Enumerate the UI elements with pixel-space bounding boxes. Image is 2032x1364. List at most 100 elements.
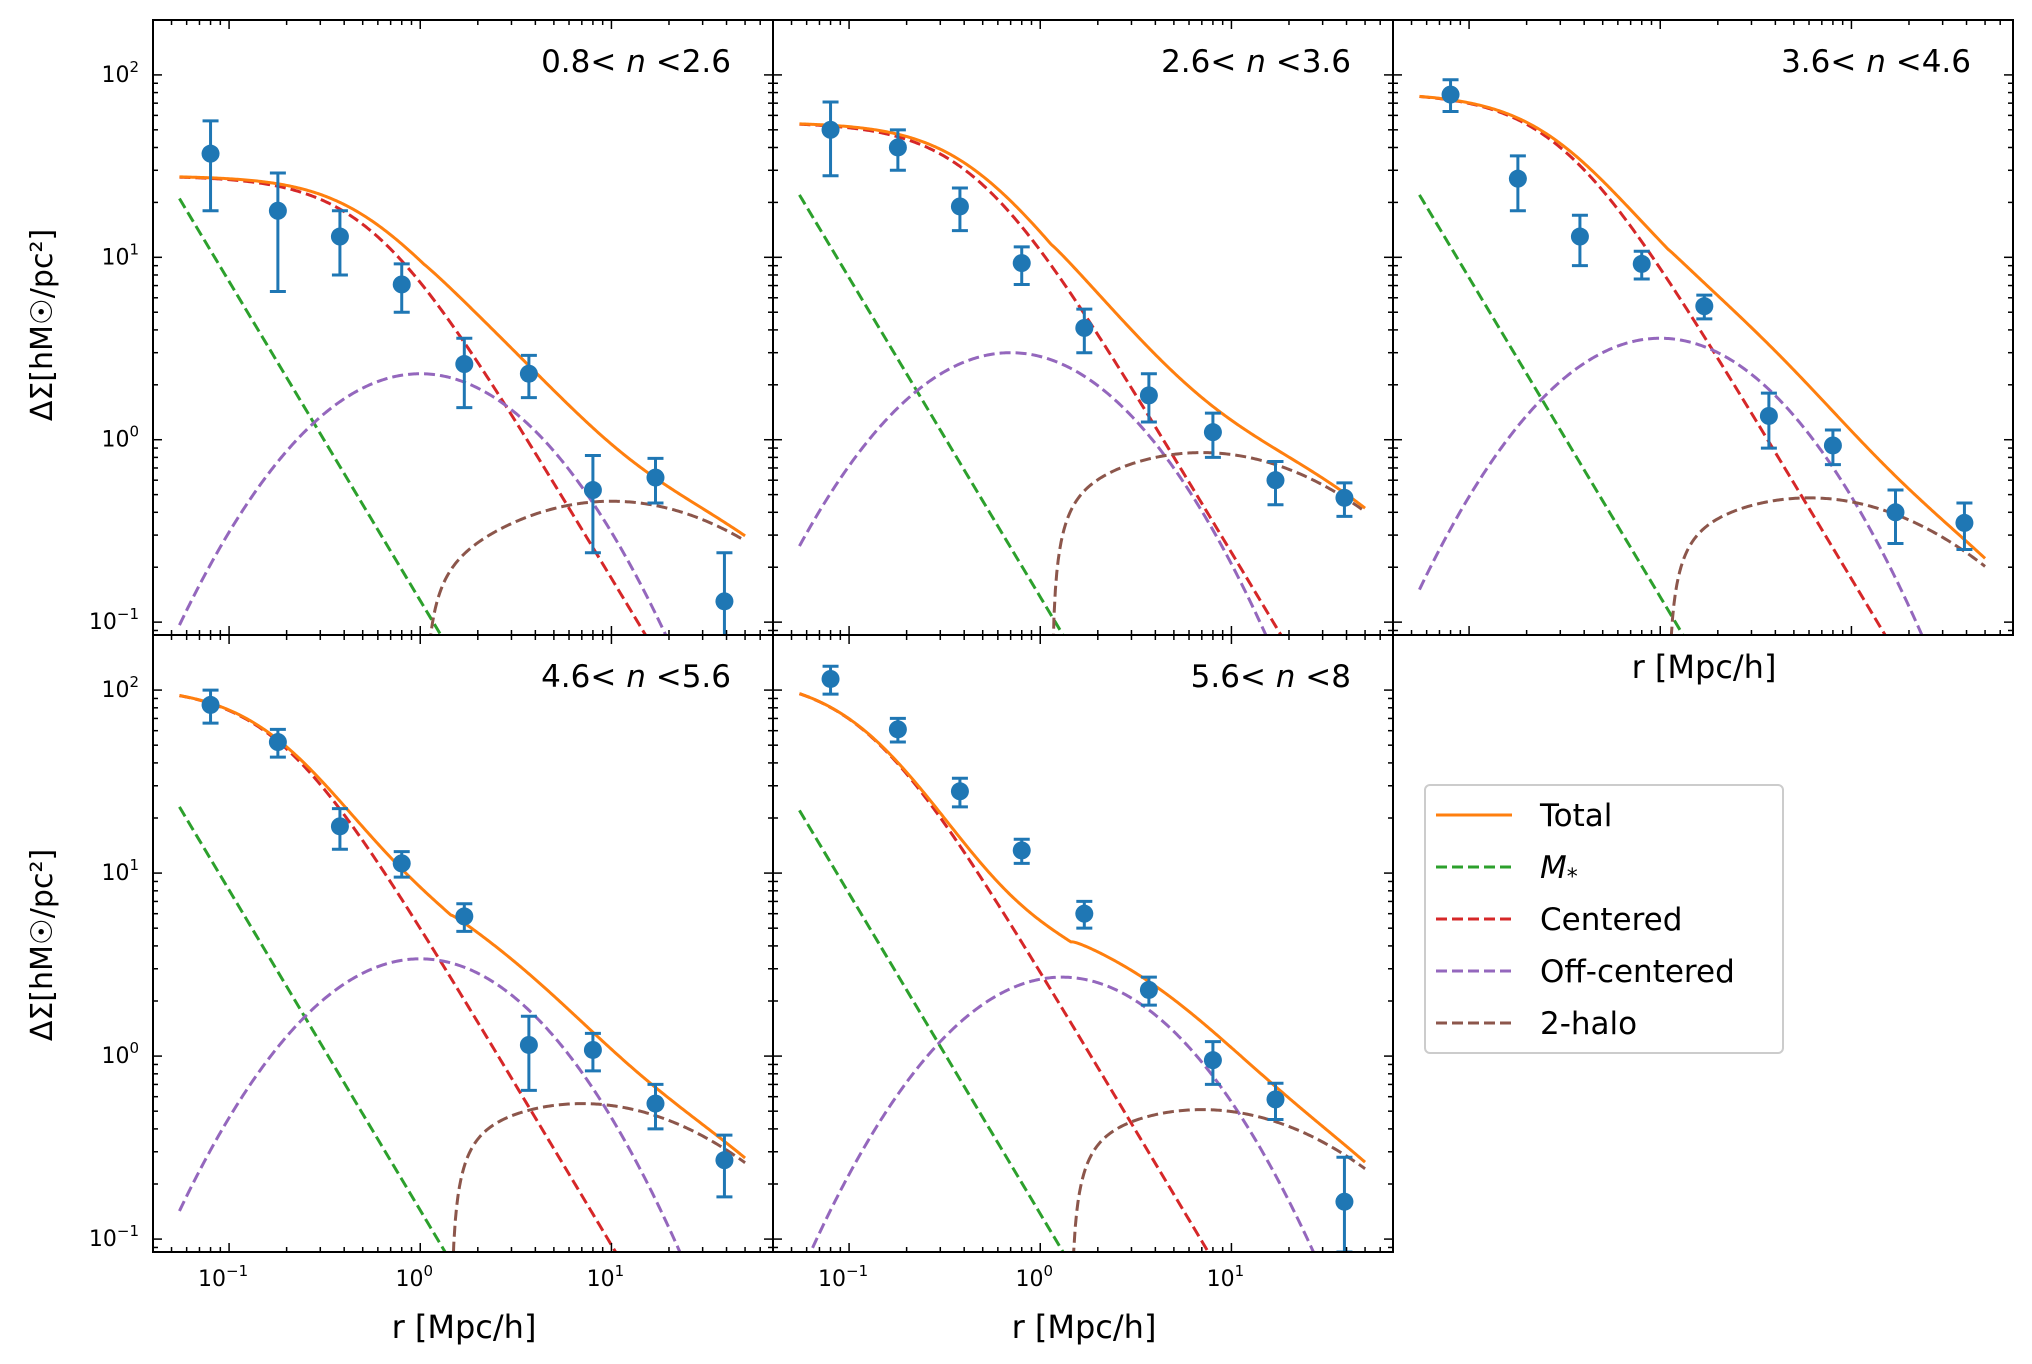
legend: Total M* Centered Off-centered 2-halo [1424, 784, 1784, 1054]
mstar-curve [178, 197, 443, 635]
data-point [950, 782, 969, 801]
y-tick-label: 10−1 [89, 1222, 139, 1252]
legend-label: 2-halo [1540, 1006, 1637, 1042]
legend-label: Centered [1540, 902, 1682, 938]
y-tick-label: 102 [101, 673, 139, 703]
total-curve [799, 122, 1366, 510]
data-point [519, 1035, 538, 1054]
panel-title: 4.6< n <5.6 [541, 659, 731, 695]
data-point [1012, 254, 1031, 273]
legend-item-m-: M* [1436, 850, 1578, 890]
data-point [1759, 406, 1778, 425]
off-centered-curve [808, 975, 1316, 1252]
data-point [583, 1040, 602, 1059]
two-halo-curve [1072, 1108, 1366, 1252]
data-point [1823, 436, 1842, 455]
data-point [1203, 423, 1222, 442]
data-point [646, 1094, 665, 1113]
panel-frame [1392, 19, 2014, 636]
data-point [201, 695, 220, 714]
data-point [1955, 513, 1974, 532]
y-axis-label-bottom: ΔΣ[hM☉/pc²] [25, 849, 60, 1041]
data-point [268, 733, 287, 752]
data-points [821, 664, 1354, 1252]
x-axis-label-panel-5: r [Mpc/h] [1012, 1308, 1157, 1346]
data-point [646, 468, 665, 487]
legend-item-off-centered: Off-centered [1436, 954, 1735, 990]
legend-item-centered: Centered [1436, 902, 1682, 938]
data-point [392, 275, 411, 294]
plot-area [153, 635, 773, 1252]
panel-1: 10−1 100 101 102 0.8< n <2.6 [89, 19, 774, 636]
data-point [583, 481, 602, 500]
x-tick-label: 10−1 [198, 1262, 248, 1292]
data-point [1508, 169, 1527, 188]
x-tick-label: 101 [1207, 1262, 1245, 1292]
data-point [519, 364, 538, 383]
x-tick-label: 101 [587, 1262, 625, 1292]
data-point [1695, 297, 1714, 316]
data-point [1441, 85, 1460, 104]
data-point [268, 201, 287, 220]
panel-5: 10−1 100 101 5.6< n <8 [772, 634, 1394, 1292]
plot-area [153, 20, 773, 635]
mstar-curve [798, 194, 1065, 635]
data-point [888, 720, 907, 739]
data-point [888, 138, 907, 157]
off-centered-curve [1418, 336, 1924, 635]
panel-title: 5.6< n <8 [1191, 659, 1351, 695]
data-point [1266, 471, 1285, 490]
data-point [330, 227, 349, 246]
y-tick-label: 101 [101, 240, 139, 270]
data-point [1335, 1192, 1354, 1211]
y-tick-label: 10−1 [89, 605, 139, 635]
model-curves [798, 122, 1366, 635]
x-tick-label: 10−1 [818, 1262, 868, 1292]
data-point [1139, 386, 1158, 405]
y-axis-label-top: ΔΣ[hM☉/pc²] [25, 229, 60, 421]
data-point [392, 854, 411, 873]
data-point [1266, 1090, 1285, 1109]
data-point [715, 592, 734, 611]
data-points [201, 119, 734, 635]
plot-area [1393, 20, 2013, 635]
legend-frame [1424, 784, 1784, 1054]
data-points [821, 100, 1354, 518]
x-axis-label-panel-3: r [Mpc/h] [1632, 648, 1777, 686]
mstar-curve [798, 809, 1065, 1252]
total-curve [1419, 94, 1987, 560]
mstar-curve [178, 806, 447, 1252]
data-point [201, 144, 220, 163]
legend-label: Total [1539, 798, 1612, 834]
panel-title: 3.6< n <4.6 [1781, 44, 1971, 80]
y-tick-label: 100 [101, 1039, 139, 1069]
mstar-curve [1418, 194, 1685, 635]
two-halo-curve [451, 1102, 746, 1252]
data-point [1335, 488, 1354, 507]
panel-3: 3.6< n <4.6 [1392, 19, 2014, 636]
model-curves [1418, 94, 1987, 635]
two-halo-curve [429, 499, 746, 635]
plot-area [773, 635, 1393, 1252]
data-point [950, 197, 969, 216]
data-point [1075, 318, 1094, 337]
data-point [1632, 254, 1651, 273]
two-halo-curve [1669, 496, 1986, 635]
data-point [455, 355, 474, 374]
y-tick-label: 101 [101, 856, 139, 886]
x-axis-label-panel-4: r [Mpc/h] [392, 1308, 537, 1346]
panel-4: 10−1 100 101 102 10−1 100 101 4.6< n <5.6 [89, 634, 774, 1292]
legend-label: Off-centered [1540, 954, 1735, 990]
data-point [455, 907, 474, 926]
data-point [715, 1151, 734, 1170]
data-point [1012, 841, 1031, 860]
legend-item-2-halo: 2-halo [1436, 1006, 1637, 1042]
off-centered-curve [178, 372, 668, 635]
panel-title: 0.8< n <2.6 [541, 44, 731, 80]
data-point [1570, 227, 1589, 246]
data-point [1203, 1051, 1222, 1070]
centered-curve [799, 122, 1283, 635]
panel-title: 2.6< n <3.6 [1161, 44, 1351, 80]
y-tick-label: 100 [101, 423, 139, 453]
